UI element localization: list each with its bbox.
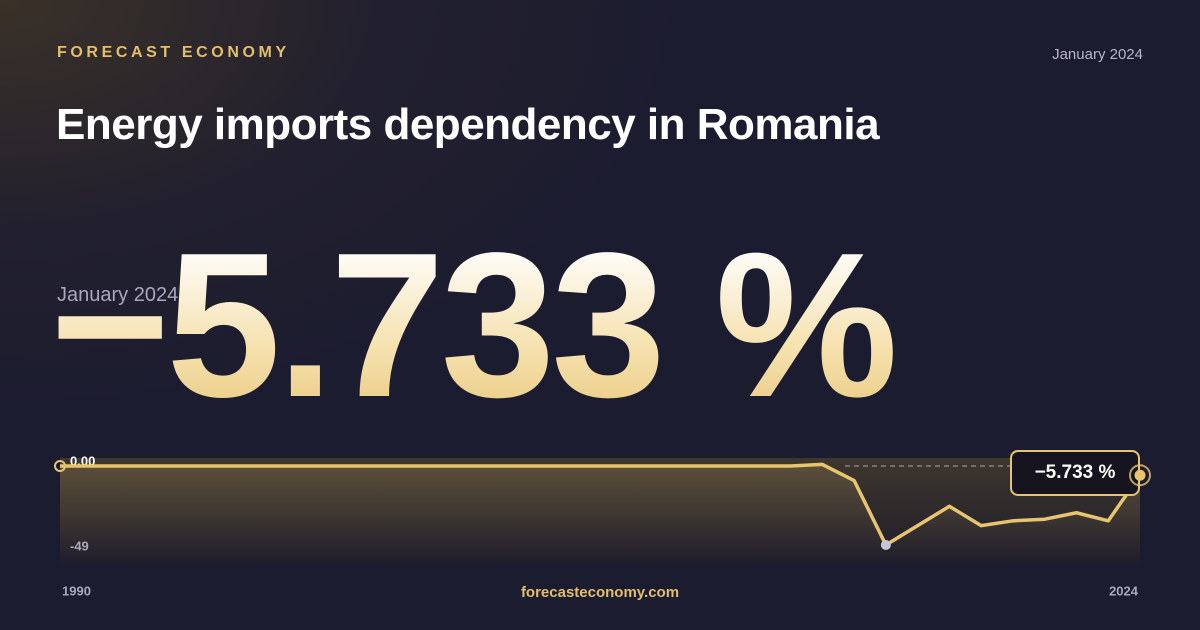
end-ring bbox=[1129, 464, 1151, 487]
min-point bbox=[880, 540, 891, 550]
end-point bbox=[1134, 469, 1146, 481]
x-tick-label: 1990 bbox=[62, 583, 91, 598]
area bbox=[60, 464, 1140, 565]
start-point bbox=[54, 460, 66, 472]
x-tick-label: 2024 bbox=[1109, 583, 1139, 598]
line bbox=[60, 462, 1142, 547]
headline-date: January 2024 bbox=[57, 284, 179, 306]
brand: FORECAST ECONOMY bbox=[57, 44, 290, 61]
footer: forecasteconomy.com bbox=[520, 584, 680, 601]
callout-label: −5.733 % bbox=[1035, 462, 1116, 483]
headline-value: −5.733 % bbox=[50, 210, 898, 440]
date: January 2024 bbox=[1052, 46, 1143, 63]
title: Energy imports dependency in Romania bbox=[56, 100, 880, 149]
